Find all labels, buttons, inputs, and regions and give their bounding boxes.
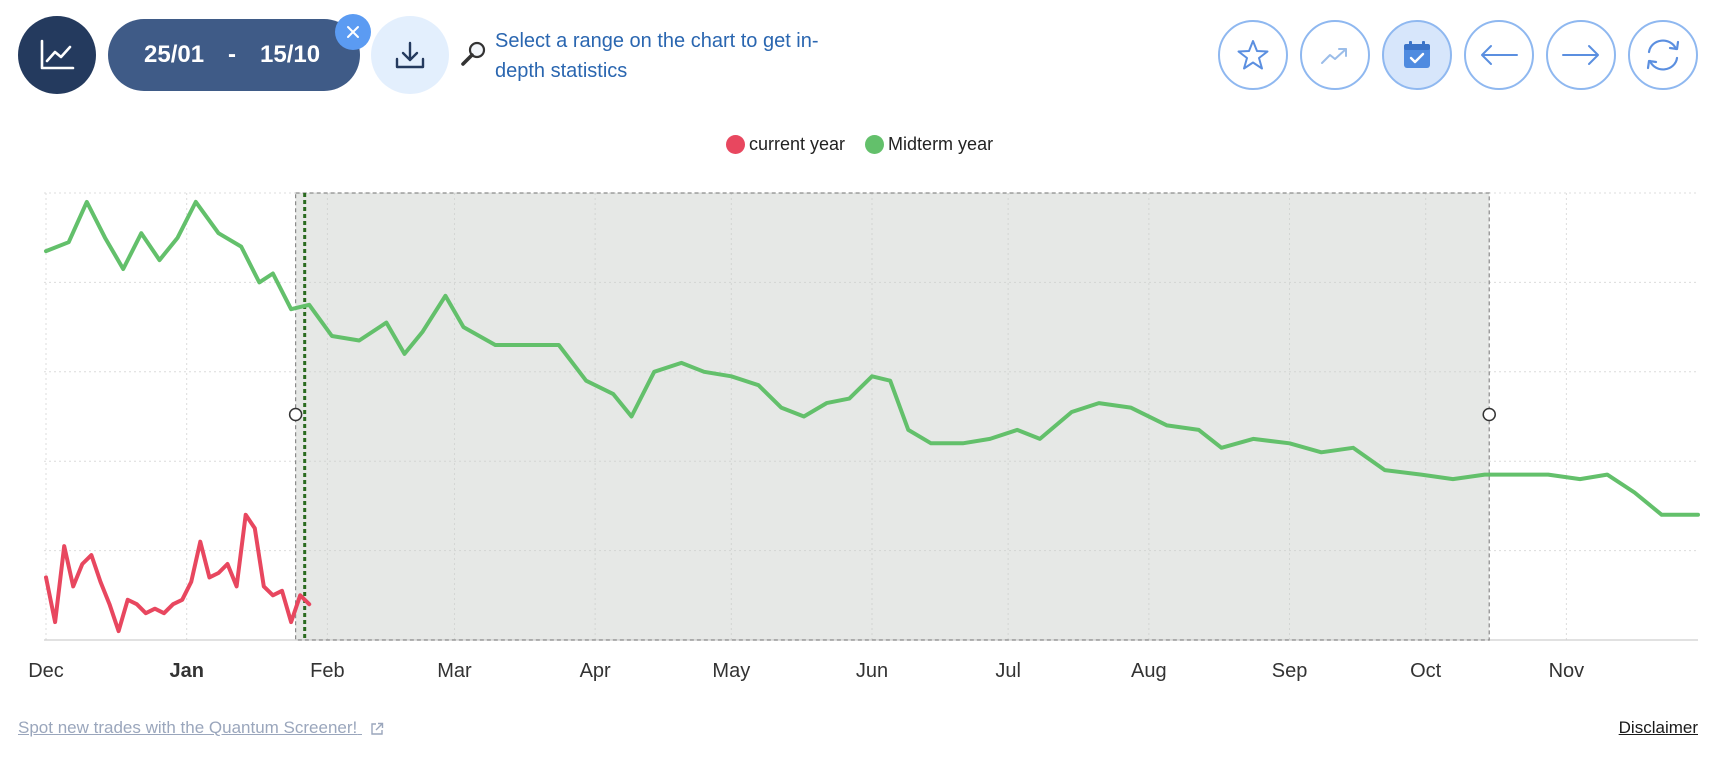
legend-dot xyxy=(726,135,745,154)
clear-date-button[interactable] xyxy=(335,14,371,50)
magnifier-icon xyxy=(461,41,486,66)
legend-item-current-year[interactable]: current year xyxy=(726,134,845,155)
series-line-midterm-year xyxy=(44,199,1700,517)
x-axis-ticks: Dec Jan Feb Mar Apr May Jun Jul Aug Sep Oct Nov xyxy=(28,660,1584,682)
refresh-icon xyxy=(1646,39,1680,71)
legend-item-midterm-year[interactable]: Midterm year xyxy=(865,134,993,155)
x-tick-label-nov: Nov xyxy=(1549,660,1585,682)
x-tick-label-feb: Feb xyxy=(310,660,344,682)
close-icon xyxy=(347,26,359,38)
screener-link[interactable]: Spot new trades with the Quantum Screene… xyxy=(18,718,384,738)
external-link-icon xyxy=(371,722,384,735)
trend-icon xyxy=(1321,48,1347,64)
chart-series xyxy=(44,199,1700,634)
next-button[interactable] xyxy=(1546,20,1616,90)
x-tick-label-aug: Aug xyxy=(1131,660,1167,682)
screener-link-text: Spot new trades with the Quantum Screene… xyxy=(18,718,358,737)
chart-legend: current year Midterm year xyxy=(726,134,1013,155)
legend-dot xyxy=(865,135,885,154)
calendar-icon xyxy=(1404,41,1430,68)
hint-text: Select a range on the chart to get in-de… xyxy=(495,30,819,82)
trend-button[interactable] xyxy=(1300,20,1370,90)
selection-handle-right[interactable] xyxy=(1482,407,1496,422)
download-icon xyxy=(395,41,425,69)
download-button[interactable] xyxy=(371,16,449,94)
x-tick-label-jan: Jan xyxy=(169,660,203,682)
legend-label: current year xyxy=(749,134,846,154)
series-line-current-year xyxy=(44,512,312,634)
previous-button[interactable] xyxy=(1464,20,1534,90)
refresh-button[interactable] xyxy=(1628,20,1698,90)
x-tick-label-dec: Dec xyxy=(28,660,64,682)
seasonality-chart[interactable]: Dec Jan Feb Mar Apr May Jun Jul Aug Sep Oct Nov xyxy=(0,0,1720,700)
disclaimer-link[interactable]: Disclaimer xyxy=(1618,718,1698,737)
date-to: 15/10 xyxy=(260,41,321,68)
selection-range[interactable] xyxy=(288,192,1496,641)
date-separator: - xyxy=(228,41,236,68)
x-tick-label-may: May xyxy=(712,660,750,682)
selection-handle-left[interactable] xyxy=(288,407,303,422)
line-chart-icon xyxy=(40,39,75,70)
x-tick-label-oct: Oct xyxy=(1410,660,1442,682)
x-tick-label-apr: Apr xyxy=(580,660,611,682)
x-tick-label-jul: Jul xyxy=(995,660,1021,682)
star-icon xyxy=(1237,40,1269,70)
chart-view-button[interactable] xyxy=(18,16,96,94)
arrow-right-icon xyxy=(1562,45,1599,65)
selection-rect[interactable] xyxy=(295,192,1490,641)
favorite-button[interactable] xyxy=(1218,20,1288,90)
legend-label: Midterm year xyxy=(888,134,994,154)
arrow-left-icon xyxy=(1481,45,1518,65)
date-range-selector[interactable]: 25/01 - 15/10 xyxy=(108,19,360,91)
date-from: 25/01 xyxy=(144,41,205,68)
x-tick-label-mar: Mar xyxy=(437,660,472,682)
x-tick-label-sep: Sep xyxy=(1272,660,1308,682)
calendar-button[interactable] xyxy=(1382,20,1452,90)
x-tick-label-jun: Jun xyxy=(856,660,888,682)
